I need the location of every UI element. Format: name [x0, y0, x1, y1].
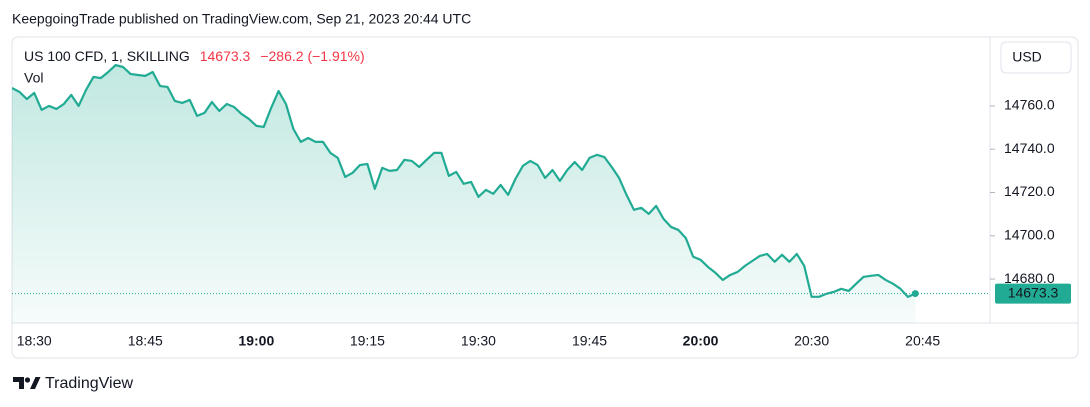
x-tick-label: 18:45	[128, 333, 163, 349]
legend-row: US 100 CFD, 1, SKILLING 14673.3 −286.2 (−1…	[24, 48, 365, 64]
price-area	[12, 65, 916, 323]
y-tick-label: 14720.0	[1004, 183, 1055, 199]
symbol: US 100 CFD, 1, SKILLING	[24, 48, 190, 64]
x-tick-label: 19:00	[238, 333, 274, 349]
x-tick-label: 19:45	[572, 333, 607, 349]
brand-name: TradingView	[45, 375, 133, 392]
currency-label[interactable]: USD	[1012, 49, 1042, 65]
plot-area	[12, 63, 916, 323]
x-tick-label: 20:45	[905, 333, 940, 349]
x-tick-label: 18:30	[17, 333, 52, 349]
price-line	[12, 63, 916, 298]
last-price-badge-label: 14673.3	[1008, 284, 1059, 300]
x-tick-label: 20:30	[794, 333, 829, 349]
y-tick-label: 14760.0	[1004, 97, 1055, 113]
price-change: −286.2 (−1.91%)	[260, 48, 364, 64]
overlay: 14680.0 14700.0 14720.0 14740.0 14760.0 18:30…	[12, 97, 1071, 349]
y-tick-label: 14680.0	[1004, 270, 1055, 286]
last-price-badge	[995, 283, 1071, 304]
brand-logo	[13, 377, 41, 389]
y-tick-label: 14700.0	[1004, 226, 1055, 242]
indicator-label: Vol	[24, 70, 43, 86]
last-price: 14673.3	[200, 48, 251, 64]
x-tick-label: 19:15	[350, 333, 385, 349]
y-tick-label: 14740.0	[1004, 140, 1055, 156]
x-tick-label: 19:30	[461, 333, 496, 349]
x-tick-label: 20:00	[683, 333, 719, 349]
chart-title: KeepgoingTrade published on TradingView.…	[12, 11, 471, 27]
currency-button[interactable]	[1000, 41, 1072, 74]
